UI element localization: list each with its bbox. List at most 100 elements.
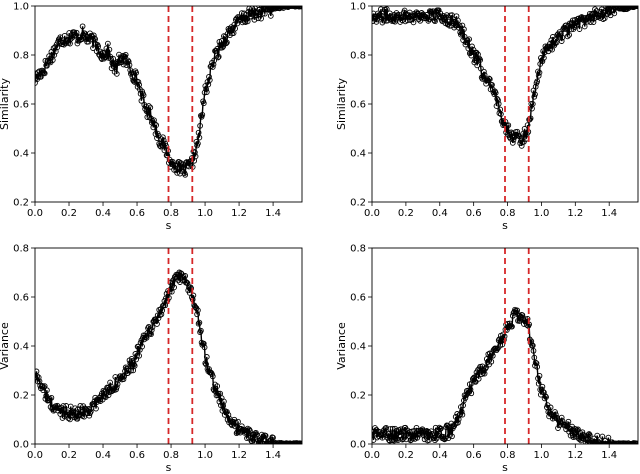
data-point <box>54 44 61 51</box>
data-point <box>632 440 638 444</box>
data-point <box>481 68 487 75</box>
data-point <box>591 435 598 442</box>
data-point <box>114 381 121 387</box>
x-tick-label: 1.4 <box>265 450 281 461</box>
data-point <box>255 15 261 22</box>
data-point <box>267 13 274 19</box>
data-point <box>270 434 276 441</box>
data-point <box>79 409 85 415</box>
data-point <box>495 97 501 104</box>
x-tick-label: 0.8 <box>500 450 516 461</box>
y-tick-label: 0.4 <box>350 342 366 353</box>
data-point <box>507 322 514 329</box>
data-point <box>209 373 216 380</box>
data-point <box>40 68 47 75</box>
data-point <box>377 14 384 20</box>
data-point <box>391 437 398 444</box>
x-tick-label: 0.4 <box>432 450 448 461</box>
data-point <box>601 15 608 22</box>
data-point <box>148 331 154 338</box>
data-point <box>65 415 72 422</box>
data-point <box>223 40 229 47</box>
data-point <box>163 142 169 149</box>
data-point <box>190 292 197 299</box>
data-point <box>510 136 517 143</box>
data-point <box>538 55 544 61</box>
data-point <box>509 323 515 330</box>
data-point <box>547 45 554 52</box>
data-point <box>35 374 39 381</box>
data-point <box>594 432 601 439</box>
data-point <box>232 423 238 430</box>
data-point <box>529 101 536 107</box>
y-axis-label: Variance <box>0 322 11 370</box>
data-point <box>51 52 58 58</box>
chart-panel-1: 0.0 0.2 0.4 0.6 0.8 1.0 1.2 1.40.20.40.60.81.0s… <box>0 2 303 232</box>
x-axis-label: s <box>166 461 172 474</box>
data-point <box>458 408 465 415</box>
data-point <box>494 96 501 102</box>
data-point <box>541 55 547 61</box>
y-tick-label: 0.4 <box>350 149 366 160</box>
data-point <box>90 32 97 39</box>
data-point <box>87 408 94 415</box>
data-point <box>535 380 542 387</box>
x-tick-label: 0.0 <box>27 450 43 461</box>
data-point <box>149 324 156 330</box>
x-tick-label: 0.2 <box>61 450 77 461</box>
data-point <box>486 76 493 83</box>
data-point <box>162 302 169 309</box>
y-tick-label: 0.8 <box>350 51 366 62</box>
data-point <box>249 438 256 444</box>
data-point <box>121 373 128 380</box>
data-point <box>604 11 611 17</box>
data-point <box>489 352 496 359</box>
x-tick-label: 1.2 <box>567 450 583 461</box>
axes-frame <box>371 247 639 445</box>
data-point <box>455 419 461 426</box>
data-point <box>73 29 80 36</box>
data-point <box>526 116 533 123</box>
x-tick-label: 1.4 <box>265 208 281 219</box>
data-point <box>214 383 221 389</box>
data-point <box>234 20 241 27</box>
data-point <box>81 405 88 412</box>
x-tick-label: 0.2 <box>398 450 414 461</box>
data-point <box>211 387 218 394</box>
data-point <box>145 103 152 109</box>
y-tick-label: 0.8 <box>13 244 29 255</box>
data-point <box>49 57 56 63</box>
y-tick-label: 0.4 <box>13 342 29 353</box>
data-point <box>144 114 151 120</box>
data-point <box>568 426 575 432</box>
data-point <box>95 43 102 50</box>
x-tick-label: 0.4 <box>95 208 111 219</box>
x-tick-label: 0.2 <box>398 208 414 219</box>
chart-panel-2: 0.0 0.2 0.4 0.6 0.8 1.0 1.2 1.40.20.40.60.81.0s… <box>335 2 639 232</box>
data-point <box>72 405 79 412</box>
data-point <box>462 395 469 401</box>
data-point <box>147 330 154 337</box>
x-tick-label: 0.4 <box>432 208 448 219</box>
y-tick-label: 0.0 <box>350 440 366 451</box>
data-point <box>147 104 154 111</box>
data-point <box>565 418 572 425</box>
data-point <box>570 434 577 441</box>
data-point <box>515 132 522 139</box>
data-point <box>529 342 536 349</box>
data-point <box>541 389 547 396</box>
data-point <box>477 57 484 63</box>
y-tick-label: 0.2 <box>13 198 29 209</box>
data-point <box>177 279 183 285</box>
data-point <box>218 38 225 44</box>
x-axis-label: s <box>502 461 508 474</box>
data-point <box>464 37 471 44</box>
y-tick-label: 0.6 <box>13 293 29 304</box>
data-point <box>381 17 387 24</box>
x-tick-label: 1.0 <box>533 208 549 219</box>
data-point <box>569 17 576 24</box>
data-point <box>209 64 216 70</box>
data-point <box>297 440 302 444</box>
data-point <box>400 436 406 442</box>
